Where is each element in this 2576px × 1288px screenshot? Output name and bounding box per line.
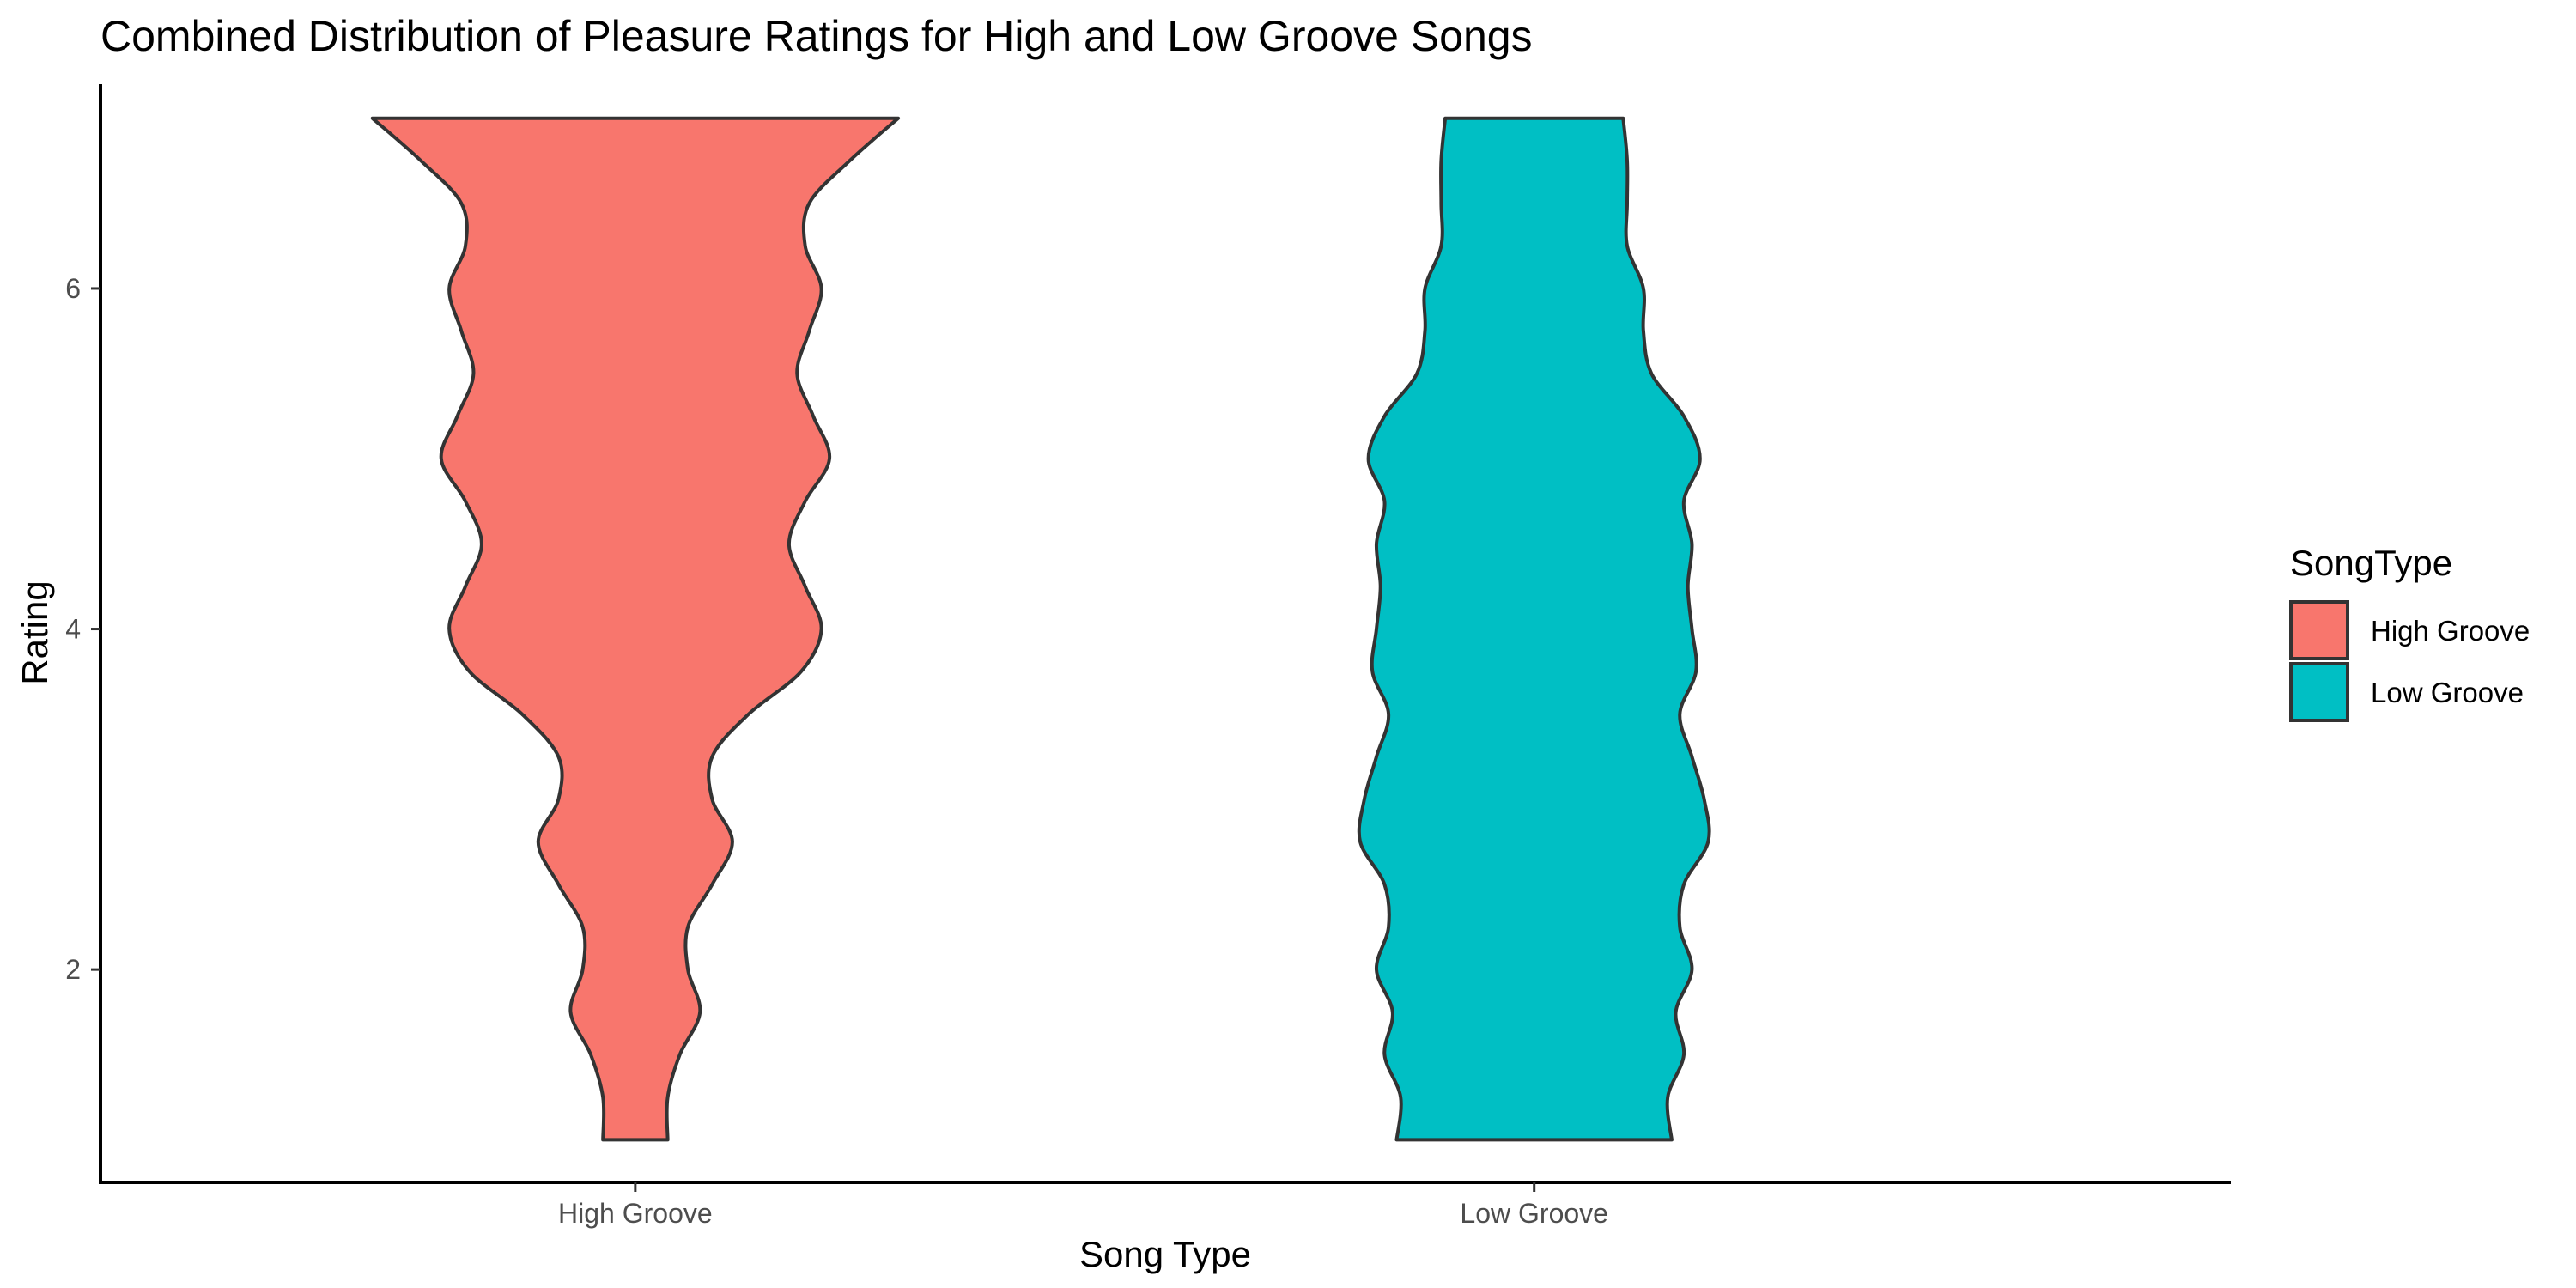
legend-label: Low Groove bbox=[2371, 677, 2524, 708]
y-axis-label: Rating bbox=[15, 580, 55, 684]
x-tick-label: High Groove bbox=[558, 1198, 713, 1229]
legend-title: SongType bbox=[2290, 543, 2452, 583]
y-axis-ticks: 2 4 6 bbox=[65, 273, 100, 985]
legend: SongType High Groove Low Groove bbox=[2289, 543, 2530, 722]
y-tick-label: 6 bbox=[65, 273, 81, 304]
y-tick-label: 4 bbox=[65, 614, 81, 645]
legend-key-high-groove bbox=[2289, 600, 2349, 660]
legend-key-low-groove bbox=[2289, 662, 2349, 722]
x-axis-ticks: High Groove Low Groove bbox=[558, 1182, 1608, 1229]
legend-label: High Groove bbox=[2371, 615, 2530, 647]
legend-items: High Groove Low Groove bbox=[2289, 600, 2530, 722]
x-tick-label: Low Groove bbox=[1460, 1198, 1608, 1229]
chart-title: Combined Distribution of Pleasure Rating… bbox=[100, 12, 1533, 60]
x-axis-label: Song Type bbox=[1079, 1234, 1251, 1274]
y-tick-label: 2 bbox=[65, 954, 81, 985]
violin-low-groove bbox=[1357, 116, 1711, 1142]
violin-high-groove bbox=[370, 116, 901, 1142]
plot-panel bbox=[370, 116, 1711, 1142]
